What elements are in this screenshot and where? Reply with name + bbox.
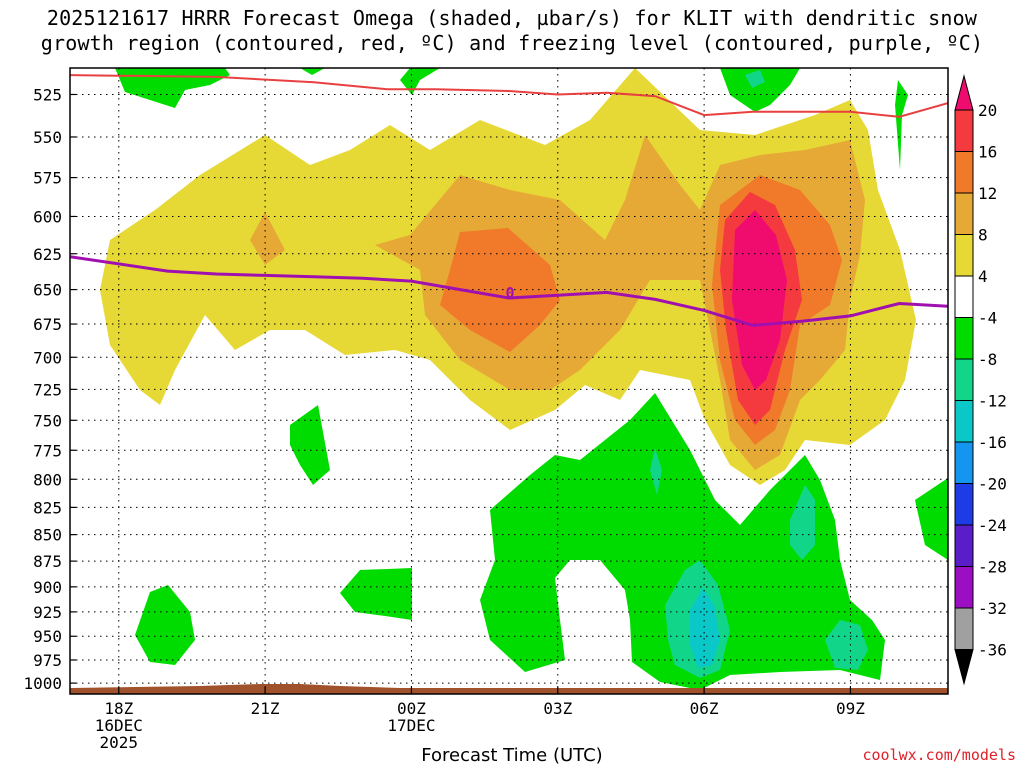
pressure-tick-label: 1000 bbox=[23, 674, 62, 693]
time-tick-label: 09Z bbox=[836, 699, 865, 718]
omega-band-minus8 bbox=[650, 70, 868, 678]
omega-band-minus12 bbox=[690, 588, 720, 668]
time-tick-label: 03Z bbox=[543, 699, 572, 718]
pressure-tick-label: 775 bbox=[33, 441, 62, 460]
pressure-tick-label: 925 bbox=[33, 603, 62, 622]
omega-colorbar: 20 16 12 8 4 -4 -8 -12 -16 -20 -24 -28 -32 -36 bbox=[954, 74, 1007, 686]
pressure-tick-label: 675 bbox=[33, 315, 62, 334]
pressure-tick-label: 800 bbox=[33, 470, 62, 489]
omega-band-plus20 bbox=[732, 210, 787, 390]
pressure-tick-label: 725 bbox=[33, 380, 62, 399]
pressure-tick-label: 625 bbox=[33, 245, 62, 264]
colorbar-swatch bbox=[954, 109, 974, 152]
pressure-tick-label: 875 bbox=[33, 552, 62, 571]
colorbar-label: -20 bbox=[978, 475, 1007, 494]
colorbar-label: 4 bbox=[978, 267, 988, 286]
colorbar-swatch bbox=[954, 400, 974, 443]
time-tick-label: 21Z bbox=[251, 699, 280, 718]
time-tick-label: 17DEC bbox=[387, 716, 435, 735]
colorbar-swatch bbox=[954, 607, 974, 650]
colorbar-swatch bbox=[954, 483, 974, 526]
pressure-tick-label: 700 bbox=[33, 348, 62, 367]
pressure-tick-label: 950 bbox=[33, 627, 62, 646]
colorbar-label: -24 bbox=[978, 516, 1007, 535]
chart-title-line1: 2025121617 HRRR Forecast Omega (shaded, … bbox=[46, 6, 978, 30]
pressure-tick-label: 900 bbox=[33, 578, 62, 597]
pressure-tick-label: 850 bbox=[33, 526, 62, 545]
colorbar-swatch bbox=[954, 234, 974, 277]
pressure-tick-label: 600 bbox=[33, 207, 62, 226]
pressure-tick-label: 575 bbox=[33, 169, 62, 188]
pressure-tick-label: 525 bbox=[33, 85, 62, 104]
pressure-axis: 525 550 575 600 625 650 675 700 725 750 775 800 825 8… bbox=[23, 85, 76, 693]
pressure-tick-label: 550 bbox=[33, 128, 62, 147]
freezing-level-contour-line bbox=[70, 255, 948, 327]
colorbar-swatch bbox=[954, 441, 974, 484]
pressure-tick-label: 750 bbox=[33, 411, 62, 430]
colorbar-label: -32 bbox=[978, 599, 1007, 618]
time-tick-label: 2025 bbox=[100, 733, 139, 752]
colorbar-swatch bbox=[954, 275, 974, 318]
time-tick-label: 06Z bbox=[690, 699, 719, 718]
surface-terrain-strip bbox=[70, 684, 948, 694]
colorbar-swatch bbox=[954, 358, 974, 401]
colorbar-swatch bbox=[954, 151, 974, 194]
colorbar-label: -28 bbox=[978, 558, 1007, 577]
pressure-tick-label: 825 bbox=[33, 498, 62, 517]
colorbar-label: -8 bbox=[978, 350, 997, 369]
colorbar-label: -4 bbox=[978, 309, 997, 328]
colorbar-label: -36 bbox=[978, 641, 1007, 660]
plot-frame bbox=[69, 67, 949, 695]
colorbar-swatch bbox=[954, 74, 974, 111]
colorbar-label: 8 bbox=[978, 226, 988, 245]
colorbar-label: 12 bbox=[978, 184, 997, 203]
chart-title-line2: growth region (contoured, red, ºC) and f… bbox=[40, 31, 984, 55]
colorbar-swatch bbox=[954, 524, 974, 567]
colorbar-swatch bbox=[954, 566, 974, 609]
time-tick-label: 18Z bbox=[104, 699, 133, 718]
time-grid bbox=[118, 68, 851, 694]
colorbar-swatch bbox=[954, 192, 974, 235]
dendritic-growth-contour-line bbox=[70, 74, 948, 118]
pressure-tick-label: 650 bbox=[33, 281, 62, 300]
colorbar-label: 20 bbox=[978, 101, 997, 120]
pressure-tick-label: 975 bbox=[33, 651, 62, 670]
credit-text: coolwx.com/models bbox=[862, 746, 1016, 764]
freezing-level-label: 0 bbox=[505, 284, 514, 302]
time-tick-label: 00Z bbox=[397, 699, 426, 718]
x-axis-title: Forecast Time (UTC) bbox=[421, 745, 603, 766]
colorbar-label: -12 bbox=[978, 392, 1007, 411]
time-tick-label: 16DEC bbox=[95, 716, 143, 735]
colorbar-swatch bbox=[954, 649, 974, 686]
colorbar-label: 16 bbox=[978, 143, 997, 162]
pressure-grid bbox=[70, 93, 948, 684]
colorbar-label: -16 bbox=[978, 433, 1007, 452]
omega-band-minus4 bbox=[115, 68, 948, 690]
colorbar-swatch bbox=[954, 317, 974, 360]
